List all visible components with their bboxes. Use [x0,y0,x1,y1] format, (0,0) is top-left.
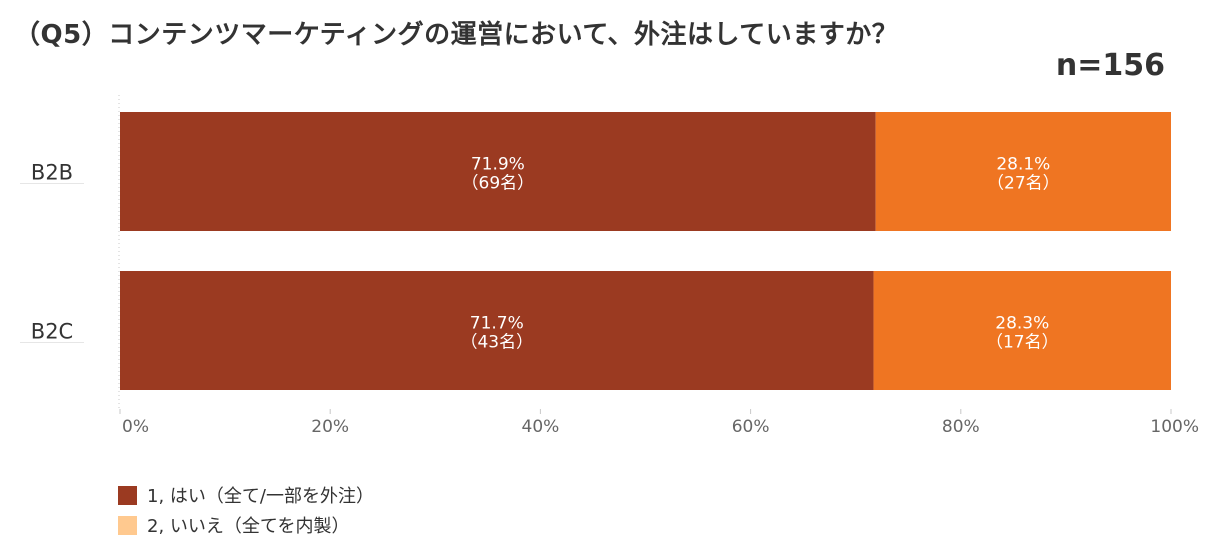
legend-label-yes: 1, はい（全て/一部を外注） [147,486,374,507]
category-label: B2C [31,320,73,344]
data-label-percent: 28.1% [996,155,1050,175]
data-label-count: （27名） [987,174,1060,194]
bar-segment [120,271,874,390]
legend: 1, はい（全て/一部を外注） 2, いいえ（全てを内製） [118,480,374,540]
x-tick-label: 80% [942,417,980,437]
x-tick-label: 100% [1150,417,1199,437]
sample-size-label: n=156 [1055,48,1165,83]
x-tick-label: 60% [732,417,770,437]
data-label-percent: 28.3% [995,314,1049,334]
legend-swatch-yes [118,485,137,505]
data-label-percent: 71.7% [470,314,524,334]
x-tick-label: 40% [522,417,560,437]
bar-segment [120,112,876,231]
category-label: B2B [31,161,73,185]
x-tick-label: 0% [122,417,149,437]
legend-label-no: 2, いいえ（全てを内製） [147,516,350,537]
bar-segment [873,271,1171,390]
chart-title: （Q5）コンテンツマーケティングの運営において、外注はしていますか？ [14,20,899,50]
legend-item-no: 2, いいえ（全てを内製） [118,510,374,540]
data-label-count: （69名） [462,174,535,194]
data-label-percent: 71.9% [471,155,525,175]
stacked-bar-chart: B2B 71.9%（69名） 28.1%（27名） B2C 71.7%（43名） 28.3… [20,95,1199,437]
legend-swatch-no [118,515,137,535]
legend-item-yes: 1, はい（全て/一部を外注） [118,480,374,510]
data-label-count: （17名） [986,333,1059,353]
bar-segment [875,112,1171,231]
data-label-count: （43名） [460,333,533,353]
x-tick-label: 20% [311,417,349,437]
